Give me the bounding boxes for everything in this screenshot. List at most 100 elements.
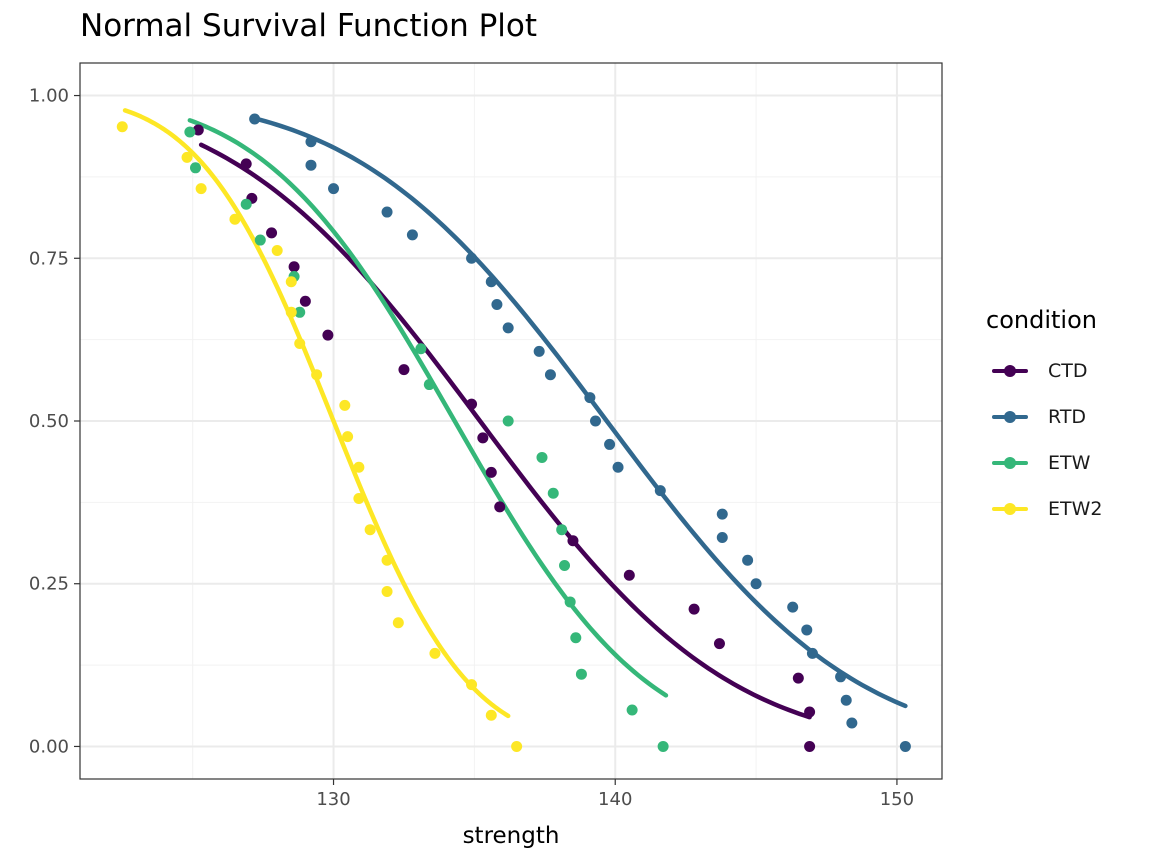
data-point-etw2 (229, 213, 241, 225)
data-point-rtd (406, 229, 418, 241)
data-point-rtd (544, 369, 556, 381)
legend-key (986, 361, 1034, 381)
data-point-etw (240, 198, 252, 210)
data-point-etw2 (342, 431, 354, 443)
legend-label: RTD (1048, 406, 1087, 428)
x-tick-label: 130 (316, 789, 350, 810)
data-point-rtd (328, 183, 340, 195)
data-point-etw2 (381, 554, 393, 566)
data-point-etw2 (116, 121, 128, 133)
data-points (116, 113, 911, 752)
x-axis-title: strength (463, 823, 560, 849)
data-point-etw (559, 560, 571, 571)
data-point-ctd (240, 158, 252, 170)
data-point-rtd (305, 159, 317, 171)
data-point-rtd (801, 624, 813, 636)
data-point-etw2 (381, 586, 393, 598)
data-point-rtd (381, 206, 393, 218)
data-point-ctd (398, 364, 410, 376)
data-point-ctd (466, 398, 478, 410)
data-point-rtd (249, 113, 261, 125)
data-point-rtd (533, 345, 545, 357)
axes: 130 140 150 0.00 0.25 0.50 0.75 1.00 (29, 86, 914, 810)
legend-items: CTD RTD ETW ETW2 (986, 348, 1103, 532)
data-point-ctd (567, 535, 579, 547)
data-point-ctd (792, 672, 804, 684)
data-point-rtd (846, 717, 858, 729)
fit-curve-etw (187, 118, 669, 698)
fit-curve-rtd (252, 116, 908, 709)
data-point-rtd (604, 438, 616, 450)
data-point-etw2 (285, 306, 297, 318)
legend-item-etw2: ETW2 (986, 486, 1103, 532)
legend-label: CTD (1048, 360, 1088, 382)
data-point-rtd (654, 485, 666, 497)
data-point-etw2 (181, 151, 193, 163)
data-point-rtd (835, 671, 847, 683)
chart-title: Normal Survival Function Plot (80, 8, 537, 44)
data-point-rtd (466, 252, 478, 264)
data-point-etw2 (195, 183, 207, 195)
fit-curve-ctd (198, 142, 812, 720)
legend-item-etw: ETW (986, 440, 1103, 486)
legend-key-dot (1004, 503, 1016, 515)
data-point-etw (536, 451, 548, 463)
data-point-etw (254, 234, 266, 246)
data-point-ctd (288, 261, 300, 273)
y-tick-label: 1.00 (29, 86, 69, 107)
data-point-rtd (787, 601, 799, 613)
data-point-etw (184, 126, 196, 138)
data-point-etw (556, 524, 568, 536)
y-tick-label: 0.75 (29, 248, 69, 269)
legend-title: condition (986, 306, 1097, 334)
x-tick-label: 150 (880, 789, 914, 810)
legend-key-dot (1004, 411, 1016, 423)
data-point-etw (415, 343, 427, 355)
data-point-etw (547, 487, 559, 499)
data-point-ctd (804, 740, 816, 752)
data-point-rtd (716, 532, 728, 544)
data-point-etw2 (364, 524, 376, 536)
data-point-etw (502, 415, 514, 427)
data-point-rtd (750, 578, 762, 590)
data-point-ctd (494, 501, 506, 513)
data-point-rtd (742, 554, 754, 566)
data-point-etw2 (485, 709, 497, 721)
data-point-rtd (899, 740, 911, 752)
data-point-rtd (716, 508, 728, 520)
data-point-etw (570, 632, 582, 644)
data-point-rtd (584, 392, 596, 404)
y-tick-label: 0.00 (29, 736, 69, 757)
y-tick-label: 0.25 (29, 574, 69, 595)
data-point-rtd (305, 136, 317, 148)
data-point-ctd (299, 295, 311, 307)
data-point-etw (626, 704, 638, 716)
data-point-etw (564, 596, 576, 608)
data-point-etw2 (294, 338, 306, 350)
data-point-ctd (477, 432, 489, 444)
data-point-rtd (840, 694, 852, 706)
legend: condition CTD RTD ETW ETW2 (986, 306, 1103, 532)
data-point-etw2 (339, 399, 351, 411)
data-point-ctd (322, 329, 334, 341)
data-point-ctd (688, 603, 700, 615)
data-point-ctd (485, 466, 497, 478)
legend-key (986, 499, 1034, 519)
data-point-rtd (491, 298, 503, 310)
data-point-etw2 (466, 679, 478, 691)
legend-key (986, 407, 1034, 427)
data-point-etw (294, 306, 306, 318)
data-point-ctd (192, 124, 204, 136)
data-point-rtd (806, 647, 818, 659)
data-point-rtd (502, 322, 514, 334)
data-point-rtd (485, 276, 497, 288)
data-point-etw (423, 379, 435, 391)
data-point-ctd (623, 569, 635, 581)
x-tick-label: 140 (598, 789, 632, 810)
legend-label: ETW2 (1048, 498, 1103, 520)
data-point-ctd (804, 706, 816, 718)
data-point-ctd (266, 227, 278, 239)
data-point-etw (190, 162, 201, 174)
data-point-etw2 (271, 244, 283, 256)
